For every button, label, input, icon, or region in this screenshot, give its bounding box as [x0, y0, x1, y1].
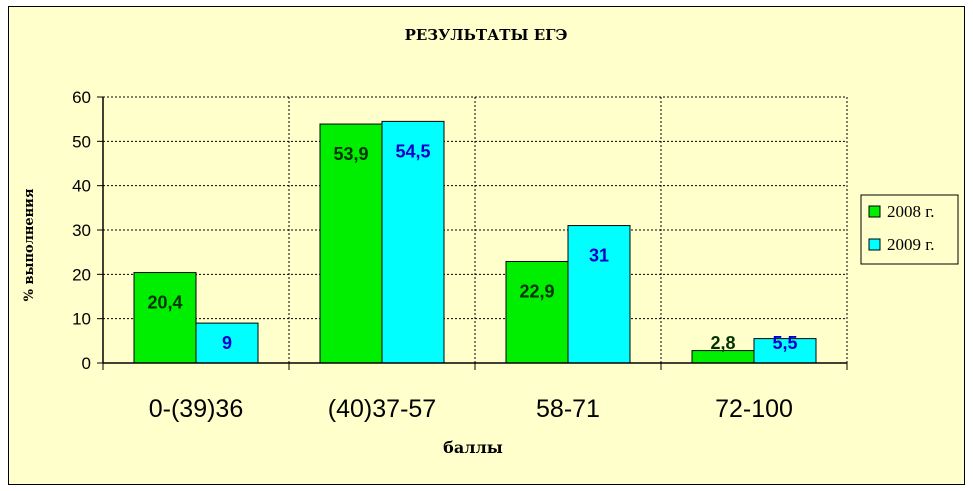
data-label: 20,4	[147, 293, 182, 313]
y-tick-label: 10	[72, 310, 91, 329]
legend: 2008 г. 2009 г.	[860, 194, 959, 265]
x-tick-label: 0-(39)36	[149, 395, 244, 423]
legend-label: 2009 г.	[887, 235, 935, 254]
data-label: 53,9	[333, 144, 368, 164]
x-tick-label: 58-71	[536, 395, 600, 423]
axes: 0 10 20 30 40 50 60 0-(39)36 (40)37-57 58-71 72-10…	[72, 88, 848, 423]
chart-area	[8, 6, 965, 485]
chart-title: РЕЗУЛЬТАТЫ ЕГЭ	[405, 26, 568, 44]
bar	[381, 120, 445, 364]
data-labels: 20,4 53,9 22,9 2,8 9 54,5 31 5,5	[147, 141, 797, 353]
bar	[753, 338, 817, 364]
y-tick-label: 50	[72, 132, 91, 151]
legend-swatch	[868, 238, 881, 251]
grid-lines	[103, 96, 848, 363]
legend-label: 2008 г.	[887, 202, 935, 221]
x-tick-label: 72-100	[715, 395, 793, 423]
bar	[195, 322, 259, 364]
x-axis-label: баллы	[443, 438, 503, 457]
legend-swatch	[868, 205, 881, 218]
x-tick-label: (40)37-57	[328, 395, 436, 423]
data-label: 22,9	[519, 281, 554, 301]
bar	[133, 272, 197, 364]
bars	[133, 120, 817, 364]
bar	[319, 123, 383, 364]
y-axis-label: % выполнения	[22, 188, 37, 301]
data-label: 31	[589, 246, 609, 266]
y-tick-label: 60	[72, 88, 91, 107]
data-label: 5,5	[772, 333, 797, 353]
data-label: 2,8	[710, 333, 735, 353]
bar	[505, 260, 569, 364]
y-tick-label: 30	[72, 221, 91, 240]
y-tick-label: 0	[82, 354, 91, 373]
y-tick-label: 40	[72, 177, 91, 196]
y-tick-label: 20	[72, 265, 91, 284]
bar	[567, 225, 631, 364]
data-label: 54,5	[395, 141, 430, 161]
data-label: 9	[222, 333, 232, 353]
